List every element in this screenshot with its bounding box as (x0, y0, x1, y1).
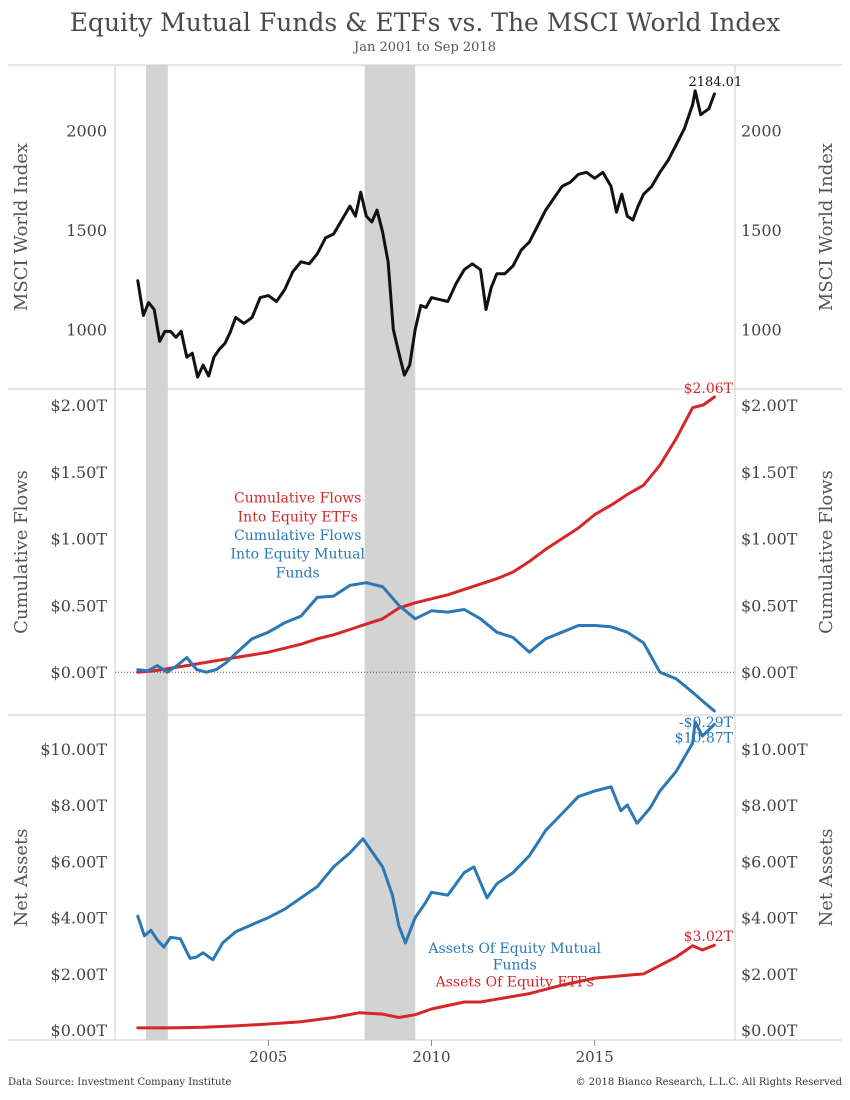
y-tick-right: $0.50T (741, 596, 798, 615)
end-value-label-mutual_fund: $10.87T (675, 730, 734, 746)
y-tick-left: $10.00T (40, 740, 107, 759)
y-tick-left: $0.00T (51, 663, 108, 682)
y-axis-title-left: Net Assets (11, 829, 32, 927)
y-tick-right: $2.00T (741, 396, 798, 415)
y-tick-right: $8.00T (741, 796, 798, 815)
series-line-mutual_fund (136, 720, 716, 962)
end-value-label-etf: $3.02T (684, 929, 734, 945)
y-axis-title-left: Cumulative Flows (11, 470, 32, 634)
y-tick-right: 1500 (741, 221, 782, 240)
y-tick-right: $1.50T (741, 463, 798, 482)
y-tick-left: $1.00T (51, 530, 108, 549)
y-tick-left: $1.50T (51, 463, 108, 482)
chart-title: Equity Mutual Funds & ETFs vs. The MSCI … (69, 8, 781, 37)
series-annotation: Assets Of Equity ETFs (435, 975, 594, 991)
series-annotation: Assets Of Equity Mutual (427, 941, 601, 957)
y-tick-right: $6.00T (741, 852, 798, 871)
data-source: Data Source: Investment Company Institut… (8, 1077, 232, 1088)
recession-band-1-2 (364, 65, 416, 389)
y-tick-right: 1000 (741, 320, 782, 339)
end-value-label-mutual_fund: -$0.29T (679, 715, 734, 731)
series-annotation: Into Equity Mutual (230, 547, 365, 563)
y-axis-title-right: Net Assets (816, 829, 837, 927)
y-tick-right: $0.00T (741, 663, 798, 682)
y-tick-left: $2.00T (51, 965, 108, 984)
recession-band-2-1 (146, 389, 168, 715)
recession-band-1-1 (146, 65, 168, 389)
x-tick-label: 2010 (412, 1048, 450, 1066)
end-value-label-etf: $2.06T (684, 381, 734, 397)
y-axis-title-right: Cumulative Flows (816, 470, 837, 634)
chart-subtitle: Jan 2001 to Sep 2018 (353, 40, 496, 55)
y-tick-right: $0.00T (741, 1021, 798, 1040)
x-tick-label: 2015 (576, 1048, 614, 1066)
end-value-label: 2184.01 (688, 75, 742, 90)
y-tick-left: 1500 (66, 221, 107, 240)
y-tick-right: $10.00T (741, 740, 808, 759)
series-line-mutual_fund (136, 581, 716, 713)
y-tick-left: $0.50T (51, 596, 108, 615)
recession-band-3-2 (364, 715, 416, 1040)
series-annotation: Cumulative Flows (234, 528, 361, 544)
y-tick-right: $2.00T (741, 965, 798, 984)
series-annotation: Cumulative Flows (234, 491, 361, 507)
copyright: © 2018 Bianco Research, L.L.C. All Right… (575, 1077, 842, 1088)
series-annotation: Funds (493, 958, 537, 974)
series-annotation: Funds (276, 565, 320, 581)
y-axis-title-right: MSCI World Index (816, 143, 837, 311)
series-line-msci (136, 89, 716, 379)
series-line-etf (136, 943, 716, 1030)
y-tick-left: 1000 (66, 320, 107, 339)
y-tick-right: 2000 (741, 122, 782, 141)
series-annotation: Into Equity ETFs (238, 509, 358, 525)
y-tick-left: $8.00T (51, 796, 108, 815)
y-tick-left: $0.00T (51, 1021, 108, 1040)
y-tick-left: $6.00T (51, 852, 108, 871)
y-tick-left: $4.00T (51, 909, 108, 928)
recession-band-3-1 (146, 715, 168, 1040)
y-axis-title-left: MSCI World Index (11, 143, 32, 311)
y-tick-right: $4.00T (741, 909, 798, 928)
series-line-etf (136, 395, 716, 674)
y-tick-right: $1.00T (741, 530, 798, 549)
y-tick-left: 2000 (66, 122, 107, 141)
recession-band-2-2 (364, 389, 416, 715)
x-tick-label: 2005 (249, 1048, 287, 1066)
y-tick-left: $2.00T (51, 396, 108, 415)
